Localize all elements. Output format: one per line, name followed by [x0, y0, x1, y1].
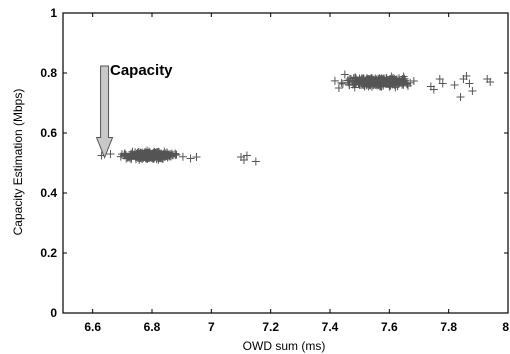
x-axis-title: OWD sum (ms)	[243, 339, 326, 353]
x-tick-label: 7.8	[440, 320, 457, 334]
x-tick-label: 8	[502, 320, 509, 334]
data-point	[106, 150, 115, 158]
data-point	[135, 155, 144, 164]
data-point	[468, 87, 477, 95]
x-tick-label: 7	[208, 320, 215, 334]
annotation-label: Capacity	[110, 62, 173, 79]
data-point	[393, 77, 402, 86]
x-tick-label: 6.6	[84, 320, 101, 334]
data-point	[352, 79, 361, 88]
data-point	[166, 150, 175, 159]
data-point	[388, 79, 397, 88]
down-arrow-icon	[95, 65, 114, 159]
data-point	[242, 151, 251, 160]
y-tick-label: 0.8	[40, 66, 57, 80]
data-point	[391, 78, 400, 87]
data-point	[133, 148, 142, 157]
data-point	[343, 76, 352, 85]
y-tick-label: 1	[50, 6, 57, 20]
data-point	[435, 75, 444, 83]
data-point	[462, 72, 471, 80]
data-point	[251, 157, 260, 166]
data-point	[132, 149, 141, 158]
data-point	[128, 151, 137, 160]
data-point	[120, 149, 129, 158]
capacity-annotation: Capacity	[95, 62, 173, 159]
data-point	[381, 77, 390, 86]
data-point	[186, 154, 195, 163]
x-tick-label: 7.2	[262, 320, 279, 334]
data-point	[171, 151, 180, 160]
data-point	[486, 78, 495, 86]
y-tick-label: 0	[50, 306, 57, 320]
y-tick-label: 0.4	[40, 186, 57, 200]
data-point	[178, 152, 187, 161]
data-point	[465, 79, 474, 88]
data-point	[366, 76, 375, 85]
data-point	[338, 79, 347, 88]
data-point	[456, 93, 465, 101]
data-point	[159, 154, 168, 163]
data-point	[150, 147, 159, 156]
y-tick-label: 0.6	[40, 126, 57, 140]
data-point	[409, 76, 418, 85]
data-point	[153, 153, 162, 162]
x-tick-label: 6.8	[144, 320, 161, 334]
data-point	[360, 82, 369, 91]
y-axis-title: Capacity Estimation (Mbps)	[11, 89, 25, 236]
data-point	[239, 156, 248, 164]
data-point	[438, 79, 447, 88]
data-point	[450, 81, 459, 89]
data-point	[127, 152, 136, 161]
x-tick-label: 7.4	[322, 320, 339, 334]
data-point	[146, 152, 155, 161]
data-point	[330, 76, 339, 85]
data-point	[192, 153, 201, 161]
x-tick-label: 7.6	[381, 320, 398, 334]
data-point	[345, 81, 354, 90]
y-tick-label: 0.2	[40, 246, 57, 260]
data-point	[365, 75, 374, 84]
data-point	[121, 151, 130, 160]
data-point	[340, 70, 349, 79]
data-point	[334, 84, 343, 92]
data-point	[355, 75, 364, 84]
plot-area: 0 0.2 0.4 0.6 0.8 1 6.6 6.8 7 7.2 7.4 7.6 7.8 8	[40, 6, 509, 334]
data-point	[141, 151, 150, 160]
data-point	[406, 78, 415, 87]
data-point	[359, 76, 368, 85]
data-point	[429, 85, 438, 94]
data-point	[337, 78, 346, 87]
data-point	[349, 74, 358, 83]
plot-frame	[62, 12, 509, 314]
